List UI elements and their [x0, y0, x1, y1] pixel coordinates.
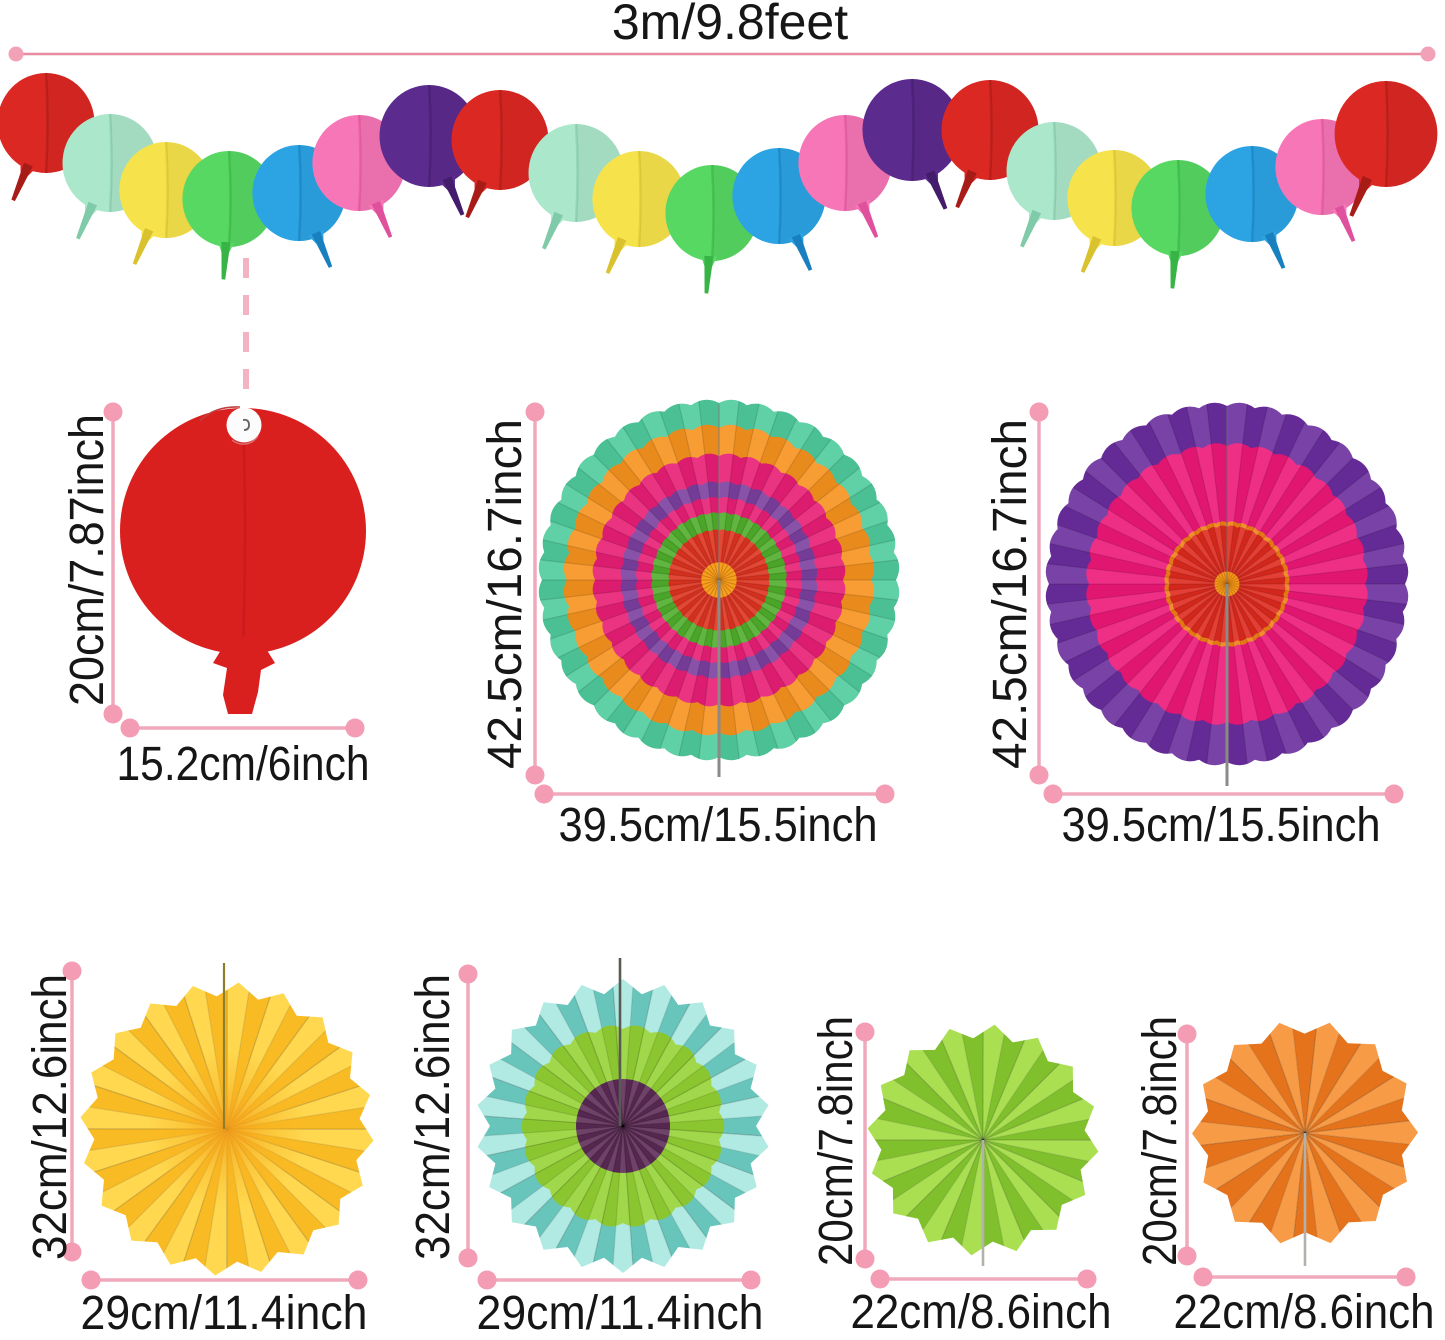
- svg-text:32cm/12.6inch: 32cm/12.6inch: [24, 974, 77, 1260]
- svg-text:42.5cm/16.7inch: 42.5cm/16.7inch: [479, 419, 532, 769]
- svg-text:20cm/7.87inch: 20cm/7.87inch: [61, 414, 114, 706]
- svg-text:20cm/7.8inch: 20cm/7.8inch: [810, 1016, 863, 1266]
- svg-text:42.5cm/16.7inch: 42.5cm/16.7inch: [984, 419, 1037, 769]
- svg-text:29cm/11.4inch: 29cm/11.4inch: [477, 1287, 764, 1335]
- svg-text:22cm/8.6inch: 22cm/8.6inch: [1174, 1286, 1435, 1335]
- svg-text:20cm/7.8inch: 20cm/7.8inch: [1134, 1016, 1187, 1266]
- svg-text:32cm/12.6inch: 32cm/12.6inch: [407, 974, 460, 1260]
- svg-text:22cm/8.6inch: 22cm/8.6inch: [851, 1286, 1112, 1335]
- svg-text:3m/9.8feet: 3m/9.8feet: [612, 0, 848, 50]
- svg-text:39.5cm/15.5inch: 39.5cm/15.5inch: [559, 799, 878, 852]
- svg-text:29cm/11.4inch: 29cm/11.4inch: [81, 1287, 368, 1335]
- svg-text:39.5cm/15.5inch: 39.5cm/15.5inch: [1062, 799, 1381, 852]
- svg-text:15.2cm/6inch: 15.2cm/6inch: [117, 738, 370, 791]
